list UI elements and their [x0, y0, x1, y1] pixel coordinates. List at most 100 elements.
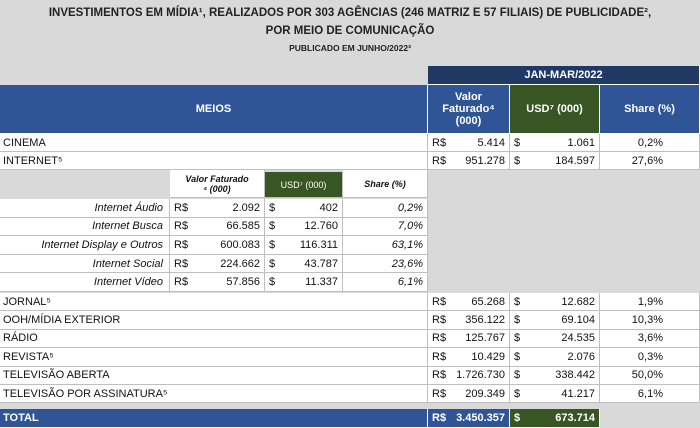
subtitle: PUBLICADO EM JUNHO/2022³: [289, 43, 411, 53]
share-cell: 63,1%: [343, 236, 428, 255]
amount: 116.311: [299, 238, 338, 251]
currency-symbol: $: [514, 332, 521, 345]
currency-symbol: $: [269, 201, 276, 214]
currency-symbol: $: [514, 136, 521, 149]
currency-symbol: $: [514, 412, 521, 424]
amount: 41.217: [561, 387, 595, 400]
brl-cell: R$ 2.092: [170, 199, 265, 218]
currency-symbol: $: [514, 350, 521, 363]
total-usd: $673.714: [510, 409, 600, 428]
column-header: Valor Faturado⁴ (000): [428, 85, 510, 134]
currency-symbol: R$: [174, 238, 189, 251]
title-line: INVESTIMENTOS EM MÍDIA¹, REALIZADOS POR …: [48, 7, 652, 19]
usd-cell: $12.682: [510, 293, 600, 312]
currency-symbol: $: [269, 276, 276, 289]
usd-cell: $116.311: [265, 236, 343, 255]
column-header: MEIOS: [0, 85, 428, 134]
currency-symbol: R$: [174, 276, 189, 289]
amount: 600.083: [220, 238, 260, 251]
column-header: Share (%): [600, 85, 700, 134]
share-cell: 1,9%: [600, 293, 700, 312]
usd-cell: $43.787: [265, 254, 343, 274]
usd-cell: $41.217: [510, 385, 600, 404]
sub-column-header: Valor Faturado ⁴ (000): [170, 170, 265, 198]
currency-symbol: $: [514, 387, 521, 400]
row-label: RÁDIO: [0, 329, 428, 349]
currency-symbol: R$: [432, 295, 447, 308]
brl-cell: R$ 66.585: [170, 217, 265, 237]
period-header: JAN-MAR/2022: [428, 66, 700, 85]
currency-symbol: R$: [174, 220, 189, 233]
amount: 2.092: [232, 201, 260, 214]
title-line: POR MEIO DE COMUNICAÇÃO: [265, 25, 435, 37]
share-cell: 0,3%: [600, 348, 700, 367]
sub-column-header: Share (%): [343, 170, 428, 198]
brl-cell: R$ 209.349: [428, 385, 510, 404]
amount: 402: [319, 201, 338, 214]
brl-cell: R$ 224.662: [170, 254, 265, 274]
amount: 65.268: [471, 295, 505, 308]
currency-symbol: $: [514, 314, 521, 327]
sub-row-label: Internet Vídeo: [0, 273, 170, 292]
amount: 951.278: [465, 154, 505, 167]
share-cell: 0,2%: [600, 134, 700, 152]
currency-symbol: $: [269, 238, 276, 251]
amount: 338.442: [555, 369, 595, 382]
amount: 12.760: [304, 220, 338, 233]
brl-cell: R$ 57.856: [170, 273, 265, 292]
currency-symbol: R$: [432, 369, 447, 382]
row-label: TELEVISÃO POR ASSINATURA⁵: [0, 385, 428, 404]
brl-cell: R$ 10.429: [428, 348, 510, 367]
currency-symbol: R$: [432, 314, 447, 327]
currency-symbol: $: [514, 369, 521, 382]
sub-row-label: Internet Social: [0, 254, 170, 274]
sub-row-label: Internet Display e Outros: [0, 236, 170, 255]
amount: 69.104: [561, 314, 595, 327]
share-cell: 6,1%: [343, 273, 428, 292]
brl-cell: R$ 125.767: [428, 329, 510, 349]
currency-symbol: R$: [432, 412, 447, 424]
brl-cell: R$ 1.726.730: [428, 366, 510, 385]
amount: 184.597: [555, 154, 595, 167]
column-header: USD⁷ (000): [510, 85, 600, 134]
amount: 1.726.730: [456, 369, 505, 382]
currency-symbol: R$: [432, 350, 447, 363]
row-label: OOH/MÍDIA EXTERIOR: [0, 311, 428, 330]
total-brl: R$ 3.450.357: [428, 409, 510, 428]
brl-cell: R$ 600.083: [170, 236, 265, 255]
amount: 356.122: [465, 314, 505, 327]
row-label: CINEMA: [0, 134, 428, 152]
share-cell: 6,1%: [600, 385, 700, 404]
brl-cell: R$ 951.278: [428, 152, 510, 170]
usd-cell: $69.104: [510, 311, 600, 330]
currency-symbol: R$: [432, 154, 447, 167]
brl-cell: R$ 5.414: [428, 134, 510, 152]
amount: 673.714: [555, 412, 595, 424]
currency-symbol: R$: [174, 201, 189, 214]
amount: 125.767: [465, 332, 505, 345]
usd-cell: $338.442: [510, 366, 600, 385]
usd-cell: $24.535: [510, 329, 600, 349]
share-cell: 3,6%: [600, 329, 700, 349]
currency-symbol: R$: [174, 257, 189, 270]
amount: 10.429: [471, 350, 505, 363]
sub-column-header: USD⁷ (000): [265, 172, 343, 198]
sub-row-label: Internet Busca: [0, 217, 170, 237]
amount: 43.787: [304, 257, 338, 270]
currency-symbol: R$: [432, 332, 447, 345]
usd-cell: $184.597: [510, 152, 600, 170]
amount: 3.450.357: [456, 412, 505, 424]
share-cell: 27,6%: [600, 152, 700, 170]
currency-symbol: $: [514, 154, 521, 167]
currency-symbol: $: [514, 295, 521, 308]
amount: 24.535: [561, 332, 595, 345]
usd-cell: $11.337: [265, 273, 343, 292]
row-label: REVISTA⁵: [0, 348, 428, 367]
usd-cell: $402: [265, 199, 343, 218]
share-cell: 10,3%: [600, 311, 700, 330]
amount: 5.414: [477, 136, 505, 149]
usd-cell: $1.061: [510, 134, 600, 152]
total-label: TOTAL: [0, 409, 428, 428]
amount: 224.662: [220, 257, 260, 270]
